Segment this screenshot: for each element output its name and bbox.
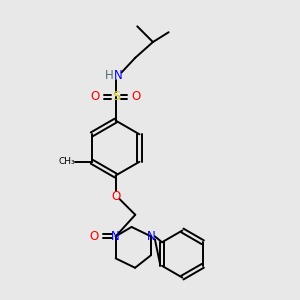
Text: O: O (89, 230, 99, 243)
Text: N: N (147, 230, 155, 243)
Text: O: O (90, 91, 100, 103)
Text: N: N (111, 230, 120, 243)
Text: N: N (114, 69, 123, 82)
Text: O: O (132, 91, 141, 103)
Text: S: S (112, 91, 120, 103)
Text: CH₃: CH₃ (59, 157, 76, 166)
Text: H: H (104, 69, 113, 82)
Text: O: O (111, 190, 120, 202)
